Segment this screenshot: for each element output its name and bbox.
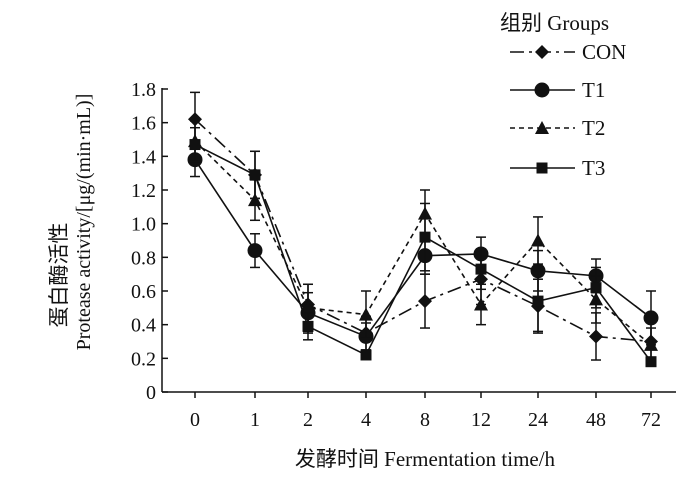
series-t3	[189, 126, 657, 368]
series-line	[194, 159, 652, 338]
x-axis-title: 发酵时间 Fermentation time/h	[295, 447, 556, 471]
x-tick-label: 48	[586, 409, 606, 431]
data-point	[474, 297, 488, 311]
x-tick-label: 0	[190, 409, 200, 431]
data-point	[249, 169, 261, 181]
x-ticks: 0 1 2 4 8 12 24 48 72	[190, 392, 661, 431]
x-tick-label: 12	[471, 409, 491, 431]
legend-title: 组别 Groups	[500, 11, 609, 35]
data-point	[302, 320, 314, 332]
y-tick-label: 1.0	[131, 214, 156, 236]
plot-area	[187, 91, 659, 368]
y-axis-title-en: Protease activity/[μg/(min·mL)]	[73, 94, 95, 351]
x-tick-label: 2	[303, 409, 313, 431]
x-tick-label: 4	[361, 409, 371, 431]
data-point	[645, 356, 657, 368]
legend-label: T2	[582, 116, 605, 140]
data-point	[301, 300, 315, 314]
x-tick-label: 1	[250, 409, 260, 431]
legend-label: T1	[582, 78, 605, 102]
legend-label: T3	[582, 156, 605, 180]
data-point	[247, 243, 263, 259]
legend-item-t2: T2	[510, 116, 605, 140]
data-point	[644, 337, 658, 351]
data-point	[589, 329, 603, 344]
legend-label: CON	[582, 40, 626, 64]
legend-item-con: CON	[510, 40, 626, 64]
data-point	[590, 282, 602, 294]
x-tick-label: 72	[641, 409, 661, 431]
data-point	[360, 349, 372, 361]
y-tick-label: 0.2	[131, 348, 156, 370]
y-axis-title-cn: 蛋白酶活性	[47, 223, 71, 328]
y-tick-label: 0.6	[131, 281, 156, 303]
legend-marker	[535, 121, 549, 134]
axes	[161, 88, 676, 393]
legend-marker	[534, 82, 550, 98]
y-tick-label: 0.8	[131, 247, 156, 269]
data-point	[643, 310, 659, 326]
y-tick-label: 1.8	[131, 79, 156, 101]
series-line	[194, 118, 652, 343]
data-point	[419, 231, 431, 243]
y-tick-label: 1.2	[131, 180, 156, 202]
x-tick-label: 8	[420, 409, 430, 431]
y-tick-label: 0.4	[131, 315, 156, 337]
y-tick-label: 1.6	[131, 113, 156, 135]
data-point	[532, 295, 544, 307]
data-point	[248, 193, 262, 207]
legend-marker	[536, 162, 548, 174]
y-tick-label: 1.4	[131, 146, 156, 168]
data-point	[475, 263, 487, 275]
data-point	[188, 112, 202, 127]
data-point	[418, 294, 432, 309]
legend-item-t1: T1	[510, 78, 605, 102]
y-ticks: 0 0.2 0.4 0.6 0.8 1.0 1.2 1.4 1.6 1.8	[131, 79, 168, 404]
x-tick-label: 24	[528, 409, 548, 431]
y-tick-label: 0	[146, 382, 156, 404]
data-point	[531, 233, 545, 247]
legend: CON T1 T2 T3	[510, 40, 626, 180]
data-point	[189, 139, 201, 151]
legend-item-t3: T3	[510, 156, 605, 180]
data-point	[359, 307, 373, 321]
legend-marker	[535, 45, 549, 59]
